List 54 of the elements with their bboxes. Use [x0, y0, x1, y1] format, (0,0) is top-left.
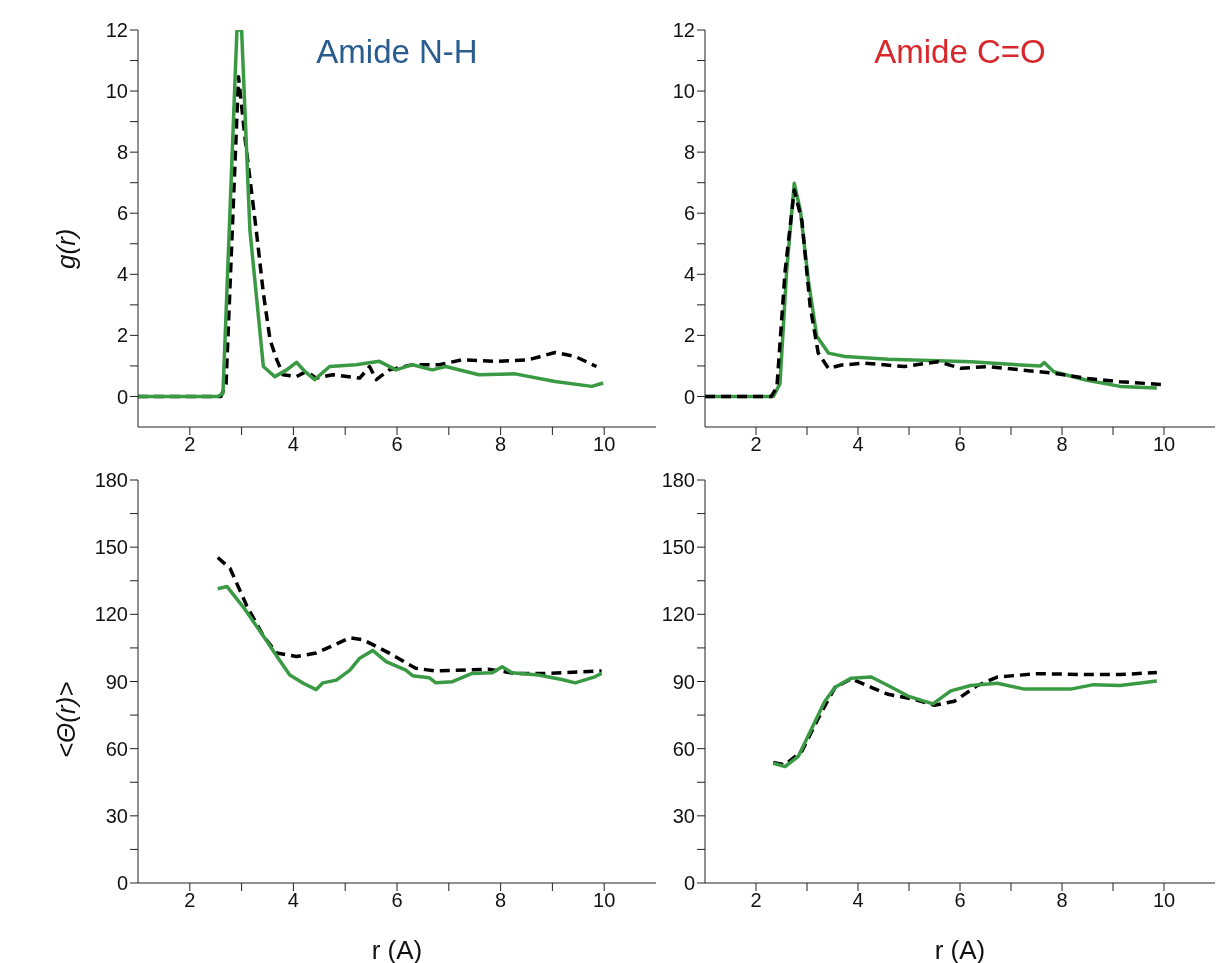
y-tick-label: 2 — [116, 324, 128, 347]
y-tick-label: 30 — [105, 804, 128, 827]
x-tick-label: 6 — [954, 889, 966, 912]
y-tick-label: 2 — [683, 324, 695, 347]
x-tick-label: 2 — [184, 889, 196, 912]
y-tick-label: 60 — [105, 737, 128, 760]
y-tick-label: 120 — [661, 603, 695, 626]
x-tick-label: 10 — [593, 889, 616, 912]
x-tick-label: 10 — [593, 433, 616, 456]
y-tick-label: 4 — [683, 263, 695, 286]
y-tick-label: 150 — [661, 536, 695, 559]
y-tick-label: 6 — [116, 202, 128, 225]
x-tick-label: 8 — [495, 433, 507, 456]
x-tick-label: 6 — [391, 433, 403, 456]
x-tick-label: 10 — [1152, 889, 1176, 912]
line-series — [216, 555, 604, 676]
y-tick-label: 4 — [116, 263, 128, 286]
y-tick-label: 0 — [683, 872, 695, 895]
y-tick-label: 10 — [105, 80, 128, 103]
chart-title: Amide C=O — [873, 33, 1047, 71]
y-tick-label: 8 — [683, 141, 695, 164]
y-tick-label: 10 — [672, 80, 695, 103]
x-tick-label: 4 — [852, 889, 864, 912]
y-axis-title: g(r) — [51, 228, 82, 269]
y-tick-label: 12 — [105, 19, 128, 42]
y-tick-label: 0 — [116, 385, 128, 408]
y-tick-label: 180 — [94, 469, 128, 492]
chart-title: Amide N-H — [315, 33, 479, 71]
x-tick-label: 8 — [495, 889, 507, 912]
y-axis-title: <Θ(r)> — [51, 681, 82, 759]
line-series — [216, 584, 604, 692]
x-tick-label: 2 — [184, 433, 196, 456]
y-tick-label: 12 — [672, 19, 695, 42]
x-tick-label: 2 — [750, 889, 762, 912]
x-tick-label: 8 — [1056, 889, 1068, 912]
y-tick-label: 180 — [661, 469, 695, 492]
y-tick-label: 60 — [672, 737, 695, 760]
y-tick-label: 120 — [94, 603, 128, 626]
x-tick-label: 10 — [1152, 433, 1176, 456]
y-tick-label: 90 — [105, 670, 128, 693]
x-tick-label: 4 — [287, 889, 299, 912]
y-tick-label: 0 — [683, 385, 695, 408]
y-tick-label: 150 — [94, 536, 128, 559]
y-tick-label: 0 — [116, 872, 128, 895]
y-tick-label: 30 — [672, 804, 695, 827]
x-tick-label: 6 — [391, 889, 403, 912]
x-tick-label: 6 — [954, 433, 966, 456]
y-tick-label: 8 — [116, 141, 128, 164]
x-tick-label: 8 — [1056, 433, 1068, 456]
y-tick-label: 6 — [683, 202, 695, 225]
y-tick-label: 90 — [672, 670, 695, 693]
x-tick-label: 4 — [852, 433, 864, 456]
x-tick-label: 2 — [750, 433, 762, 456]
x-tick-label: 4 — [287, 433, 299, 456]
